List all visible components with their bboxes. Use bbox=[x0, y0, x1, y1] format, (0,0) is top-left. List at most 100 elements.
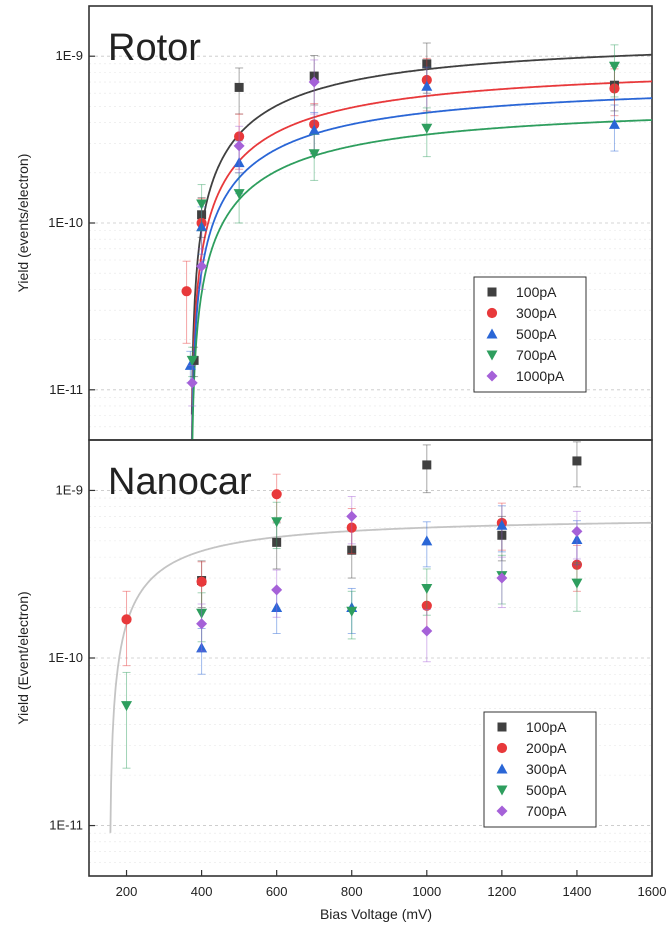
data-point bbox=[346, 522, 357, 533]
data-point bbox=[497, 530, 507, 540]
y-tick-label: 1E-9 bbox=[56, 48, 83, 63]
data-point bbox=[496, 572, 508, 584]
legend-marker bbox=[496, 763, 508, 774]
data-point bbox=[186, 355, 198, 366]
x-axis-title: Bias Voltage (mV) bbox=[320, 906, 432, 922]
data-point bbox=[422, 59, 432, 69]
legend: 100pA 200pA 300pA 500pA 700pA bbox=[483, 711, 597, 828]
data-point bbox=[196, 576, 207, 587]
data-point bbox=[271, 602, 283, 613]
data-point bbox=[496, 519, 508, 530]
rotor-panel: 1E-11 1E-10 1E-9 Rotor Yield (events/electro… bbox=[15, 5, 653, 441]
data-point bbox=[421, 583, 433, 594]
data-point bbox=[572, 456, 582, 466]
y-tick-label: 1E-9 bbox=[56, 482, 83, 497]
grid bbox=[89, 490, 652, 864]
data-point bbox=[421, 600, 432, 611]
data-point bbox=[181, 286, 192, 297]
data-point bbox=[233, 189, 245, 200]
fit-curve bbox=[109, 521, 652, 833]
series-1000pA bbox=[186, 59, 320, 407]
legend-label: 100pA bbox=[526, 719, 567, 735]
data-point bbox=[196, 260, 208, 272]
legend-marker bbox=[497, 722, 507, 732]
x-tick-label: 1400 bbox=[562, 884, 591, 899]
data-point bbox=[347, 545, 357, 555]
data-point bbox=[233, 140, 245, 152]
y-tick-label: 1E-10 bbox=[48, 215, 83, 230]
x-tick-label: 1600 bbox=[638, 884, 667, 899]
data-point bbox=[421, 74, 432, 86]
x-tick-label: 800 bbox=[341, 884, 363, 899]
data-point bbox=[196, 221, 208, 232]
legend-label: 700pA bbox=[516, 347, 557, 363]
data-point bbox=[234, 131, 245, 142]
legend-marker bbox=[486, 370, 498, 382]
y-tick-label: 1E-10 bbox=[48, 650, 83, 665]
data-point bbox=[184, 359, 196, 370]
data-point bbox=[421, 625, 433, 637]
data-point bbox=[421, 80, 433, 91]
data-point bbox=[121, 614, 132, 625]
legend-marker bbox=[496, 785, 508, 796]
data-point bbox=[121, 701, 133, 712]
data-point bbox=[608, 61, 620, 72]
x-tick-label: 200 bbox=[116, 884, 138, 899]
legend-marker bbox=[486, 328, 498, 339]
data-point bbox=[196, 642, 208, 653]
data-point bbox=[233, 157, 245, 168]
legend-label: 1000pA bbox=[516, 368, 565, 384]
data-point bbox=[571, 525, 583, 537]
legend-marker bbox=[496, 805, 508, 817]
y-tick-label: 1E-11 bbox=[49, 818, 83, 833]
data-point bbox=[421, 123, 433, 134]
fit-curve bbox=[191, 97, 652, 440]
data-point bbox=[421, 535, 433, 546]
legend-label: 300pA bbox=[516, 305, 557, 321]
data-point bbox=[309, 119, 320, 130]
legend-label: 100pA bbox=[516, 284, 557, 300]
x-tick-label: 1000 bbox=[412, 884, 441, 899]
data-point bbox=[571, 578, 583, 589]
data-point bbox=[271, 584, 283, 596]
series-700pA bbox=[196, 496, 583, 663]
legend-marker bbox=[487, 287, 497, 297]
panel-title: Rotor bbox=[108, 27, 201, 69]
legend-label: 200pA bbox=[526, 740, 567, 756]
data-point bbox=[571, 559, 583, 570]
x-tick-label: 1200 bbox=[487, 884, 516, 899]
data-point bbox=[308, 149, 320, 160]
y-axis-title: Yield (events/electron) bbox=[15, 154, 31, 293]
data-point bbox=[609, 83, 620, 94]
legend-label: 500pA bbox=[526, 782, 567, 798]
data-point bbox=[196, 618, 208, 630]
fit-curve bbox=[191, 119, 652, 440]
data-point bbox=[271, 489, 282, 500]
x-tick-label: 400 bbox=[191, 884, 213, 899]
data-point bbox=[308, 76, 320, 88]
legend-marker bbox=[496, 742, 508, 754]
series-500pA bbox=[121, 501, 583, 769]
data-point bbox=[196, 199, 208, 210]
nanocar-panel: 1E-11 1E-10 1E-9 200 400 600 800 1000 1200 1400 16… bbox=[15, 439, 667, 899]
fit-curve bbox=[190, 53, 652, 415]
legend: 100pA 300pA 500pA 700pA 1000pA bbox=[473, 276, 587, 393]
legend-marker bbox=[486, 307, 498, 319]
data-point bbox=[571, 533, 583, 544]
data-point bbox=[308, 124, 320, 135]
data-point bbox=[309, 71, 319, 81]
data-point bbox=[271, 517, 283, 528]
y-tick-label: 1E-11 bbox=[49, 382, 83, 397]
legend-label: 700pA bbox=[526, 803, 567, 819]
data-point bbox=[346, 510, 358, 522]
data-point bbox=[197, 210, 207, 220]
data-point bbox=[272, 537, 282, 547]
data-point bbox=[346, 606, 358, 617]
fit-curve bbox=[190, 80, 652, 440]
panel-title: Nanocar bbox=[108, 461, 252, 503]
data-point bbox=[422, 460, 432, 470]
data-point bbox=[196, 608, 208, 619]
series-700pA bbox=[186, 44, 620, 378]
x-tick-label: 600 bbox=[266, 884, 288, 899]
